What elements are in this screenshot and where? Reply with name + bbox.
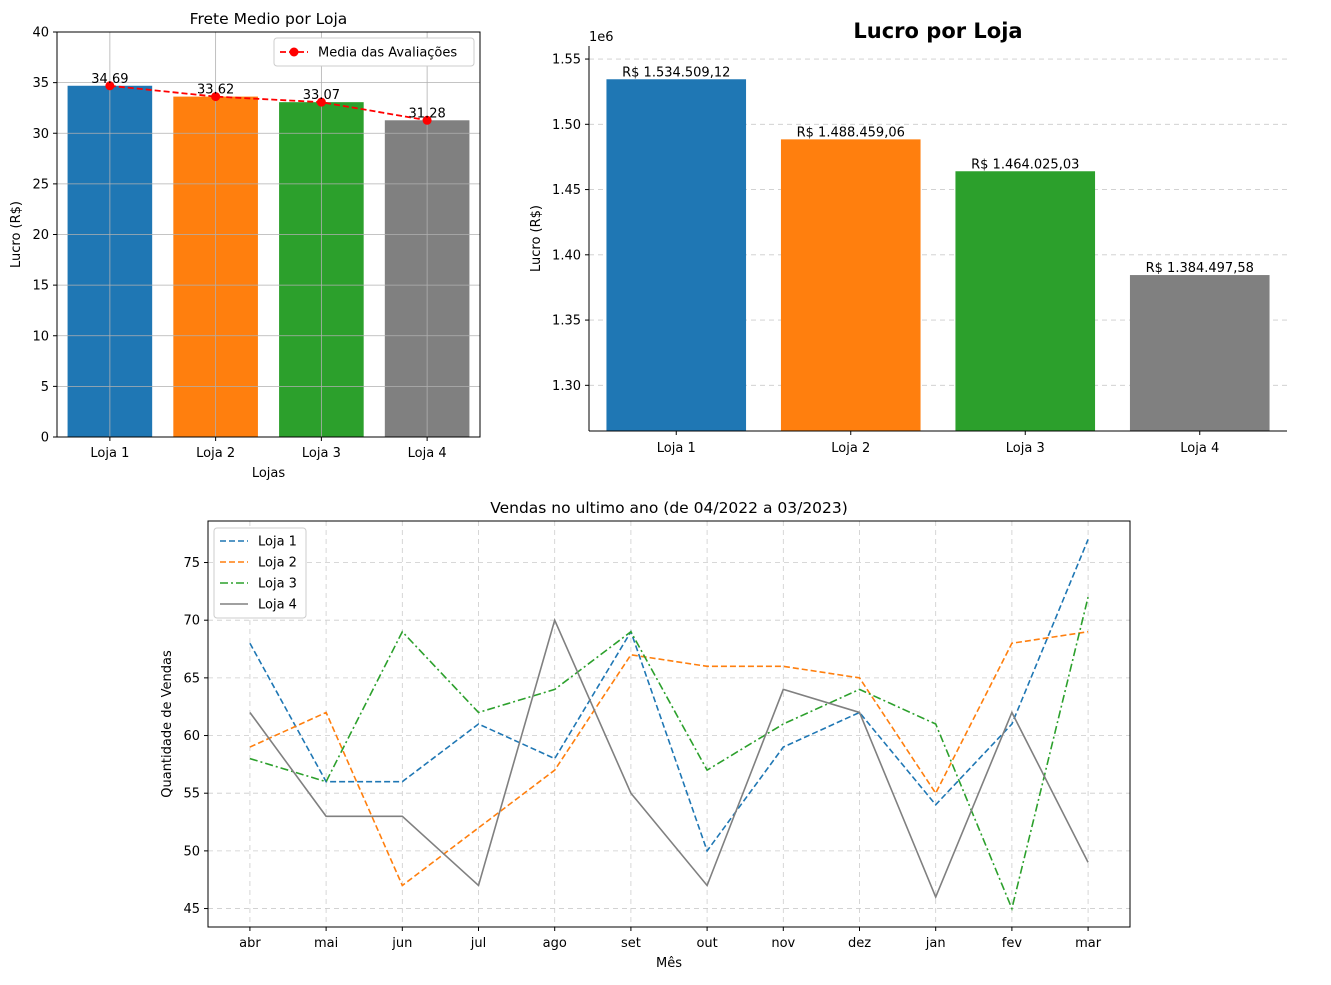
media-avaliacoes-point bbox=[105, 81, 115, 91]
bar-lucro-4 bbox=[1129, 275, 1270, 431]
series-line-loja-3 bbox=[249, 596, 1089, 912]
xtick-label: Loja 2 bbox=[196, 446, 235, 461]
series-line-loja-1 bbox=[249, 539, 1089, 853]
ytick-label: 15 bbox=[32, 279, 49, 294]
legend-box bbox=[213, 527, 307, 619]
ytick-label: 20 bbox=[32, 228, 49, 243]
xtick-label: ago bbox=[543, 936, 567, 951]
xtick-label: Loja 4 bbox=[1180, 441, 1219, 456]
ytick-label: 70 bbox=[183, 614, 200, 629]
xtick-label: jan bbox=[925, 936, 946, 951]
media-avaliacoes-point bbox=[211, 92, 221, 102]
xtick-label: jul bbox=[470, 936, 486, 951]
ytick-label: 5 bbox=[41, 380, 49, 395]
xtick-label: Loja 1 bbox=[657, 441, 696, 456]
ytick-label: 1.45 bbox=[552, 183, 581, 198]
xtick-label: abr bbox=[239, 936, 261, 951]
data-label-frete: 33.62 bbox=[197, 83, 234, 98]
ytick-label: 1.35 bbox=[552, 314, 581, 329]
ytick-label: 60 bbox=[183, 729, 200, 744]
legend-label-media: Media das Avaliações bbox=[318, 46, 457, 61]
chart-title: Frete Medio por Loja bbox=[190, 10, 348, 28]
data-label-lucro: R$ 1.464.025,03 bbox=[971, 157, 1079, 172]
media-avaliacoes-point bbox=[316, 97, 326, 107]
legend-label-loja-2: Loja 2 bbox=[258, 556, 297, 571]
bar-lucro-2 bbox=[780, 139, 921, 431]
xtick-label: Loja 1 bbox=[90, 446, 129, 461]
ytick-label: 0 bbox=[41, 431, 49, 446]
data-label-frete: 33.07 bbox=[303, 88, 340, 103]
ytick-label: 55 bbox=[183, 787, 200, 802]
chart-title: Lucro por Loja bbox=[853, 19, 1022, 43]
xtick-label: dez bbox=[848, 936, 871, 951]
xtick-label: nov bbox=[771, 936, 795, 951]
xtick-label: fev bbox=[1002, 936, 1023, 951]
data-label-frete: 34.69 bbox=[91, 72, 128, 87]
ytick-label: 30 bbox=[32, 127, 49, 142]
y-axis-label: Lucro (R$) bbox=[9, 201, 24, 268]
ytick-label: 65 bbox=[183, 671, 200, 686]
y-axis-label: Quantidade de Vendas bbox=[160, 650, 175, 798]
xtick-label: set bbox=[621, 936, 641, 951]
media-avaliacoes-point bbox=[422, 115, 432, 125]
xtick-label: Loja 2 bbox=[831, 441, 870, 456]
bar-lucro-3 bbox=[955, 171, 1096, 431]
xtick-label: Loja 3 bbox=[1006, 441, 1045, 456]
xtick-label: Loja 4 bbox=[408, 446, 447, 461]
ytick-label: 40 bbox=[32, 26, 49, 41]
data-label-frete: 31.28 bbox=[409, 106, 446, 121]
bar-lucro-1 bbox=[606, 79, 747, 431]
media-avaliacoes-line bbox=[109, 84, 428, 122]
ytick-label: 35 bbox=[32, 76, 49, 91]
data-label-lucro: R$ 1.384.497,58 bbox=[1146, 261, 1254, 276]
ytick-label: 50 bbox=[183, 844, 200, 859]
ytick-label: 1.40 bbox=[552, 248, 581, 263]
legend-box bbox=[273, 37, 475, 67]
ytick-label: 1.30 bbox=[552, 379, 581, 394]
ytick-label: 45 bbox=[183, 902, 200, 917]
xtick-label: Loja 3 bbox=[302, 446, 341, 461]
ytick-label: 1.50 bbox=[552, 118, 581, 133]
y-axis-label: Lucro (R$) bbox=[529, 205, 544, 272]
ytick-label: 75 bbox=[183, 556, 200, 571]
legend-label-loja-3: Loja 3 bbox=[258, 577, 297, 592]
x-axis-label: Lojas bbox=[252, 466, 286, 481]
series-line-loja-4 bbox=[249, 617, 1089, 900]
data-label-lucro: R$ 1.488.459,06 bbox=[797, 125, 905, 140]
xtick-label: out bbox=[696, 936, 717, 951]
legend-label-loja-4: Loja 4 bbox=[258, 598, 297, 613]
axis-offset-label: 1e6 bbox=[589, 30, 614, 45]
x-axis-label: Mês bbox=[656, 956, 682, 971]
xtick-label: mai bbox=[314, 936, 338, 951]
xtick-label: mar bbox=[1075, 936, 1102, 951]
data-label-lucro: R$ 1.534.509,12 bbox=[622, 65, 730, 80]
legend-marker-media bbox=[289, 47, 299, 57]
ytick-label: 1.55 bbox=[552, 53, 581, 68]
legend-label-loja-1: Loja 1 bbox=[258, 535, 297, 550]
chart-title: Vendas no ultimo ano (de 04/2022 a 03/20… bbox=[490, 499, 848, 517]
plot-frame-vendas bbox=[207, 520, 1131, 928]
ytick-label: 10 bbox=[32, 329, 49, 344]
xtick-label: jun bbox=[391, 936, 412, 951]
series-line-loja-2 bbox=[249, 630, 1089, 887]
ytick-label: 25 bbox=[32, 177, 49, 192]
